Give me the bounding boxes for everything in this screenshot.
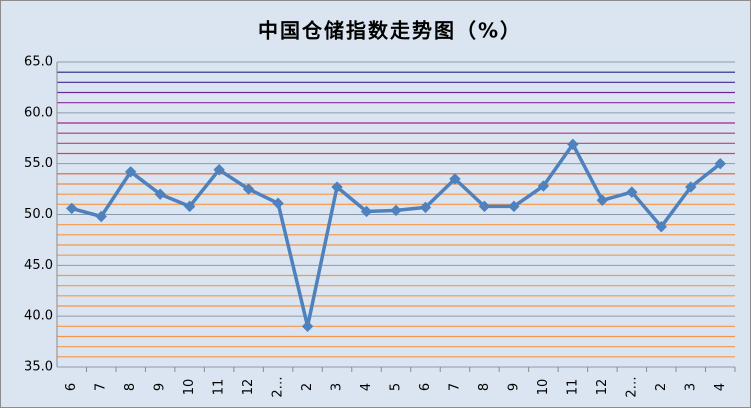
data-point [567,138,579,151]
x-tick-label: 3 [683,383,698,391]
data-point [360,205,373,218]
data-point [272,197,284,210]
x-tick-label: 11 [565,379,580,396]
data-point [478,200,491,213]
data-point [419,201,432,214]
data-point [537,180,550,192]
x-tick-label: 12 [595,379,610,396]
y-tick-label: 55.0 [24,156,53,171]
x-tick-label: 2 [300,383,315,391]
data-point [66,202,78,215]
x-tick-label: 2 [654,383,669,391]
data-point [124,166,137,178]
y-tick-label: 50.0 [24,207,53,222]
x-tick-label: 3 [330,383,345,391]
data-point [626,186,638,198]
x-tick-label: 4 [359,383,374,391]
x-tick-label: 2… [624,376,639,397]
x-tick-label: 9 [153,383,168,391]
data-point [242,183,255,195]
x-tick-label: 8 [477,383,492,391]
data-point [95,210,107,223]
x-tick-label: 10 [182,379,197,396]
data-point [213,164,225,176]
chart-title: 中国仓储指数走势图（%） [258,19,522,43]
x-tick-label: 10 [536,379,551,396]
data-point [154,188,166,200]
x-tick-label: 12 [241,379,256,396]
x-tick-label: 7 [447,383,462,391]
data-point [449,173,461,185]
x-tick-label: 9 [506,383,521,391]
data-point [596,194,609,206]
data-point [301,320,314,333]
data-point [331,181,343,193]
y-tick-label: 65.0 [24,55,53,70]
y-tick-label: 60.0 [24,105,53,120]
x-tick-label: 5 [389,383,404,391]
y-tick-label: 40.0 [24,309,53,324]
data-point [714,157,726,170]
x-tick-label: 8 [123,383,138,391]
data-point [508,200,520,213]
y-tick-label: 45.0 [24,258,53,273]
x-tick-label: 4 [713,383,728,391]
data-point [655,220,668,233]
data-point [390,204,402,217]
x-tick-label: 11 [212,379,227,396]
x-tick-label: 6 [418,383,433,391]
data-point [685,181,697,193]
data-point [183,200,196,213]
y-tick-label: 35.0 [24,360,53,375]
x-tick-label: 6 [64,383,79,391]
x-tick-label: 7 [94,383,109,391]
x-tick-label: 2… [271,376,286,397]
